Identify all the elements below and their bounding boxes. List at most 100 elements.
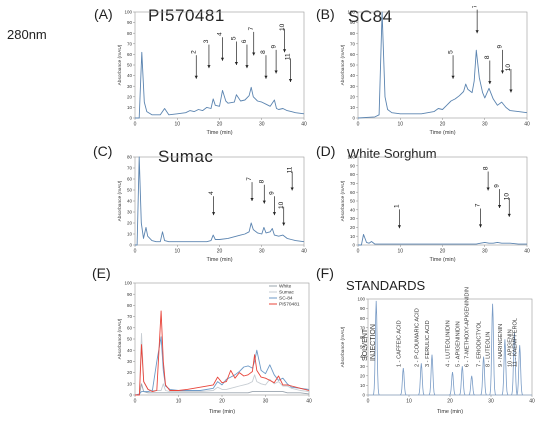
peak-number-10: 10 [505,64,512,72]
x-tick-label: 10 [174,122,180,128]
y-tick-label: 30 [127,359,133,364]
y-tick-label: 50 [350,63,356,68]
peak-arrowhead-10 [507,213,511,217]
peak-number-7: 7 [248,27,255,31]
panel-f-caption: (F) [316,265,334,281]
peak-arrowhead-1 [397,225,402,229]
peak-number-1: 1 [394,204,401,208]
y-tick-label: 10 [360,383,366,388]
x-tick-label: 10 [397,249,403,255]
peak-number-8: 8 [484,55,491,59]
panel-f-title: STANDARDS [346,278,426,293]
x-tick-label: 40 [524,249,530,255]
y-tick-label: 100 [124,281,132,286]
series-line-2 [134,336,310,396]
y-tick-label: 80 [350,172,356,177]
y-tick-label: 70 [127,41,133,46]
y-tick-label: 40 [127,199,133,204]
peak-label-9: 9 - NARINGENIN [498,324,504,367]
y-tick-label: 70 [350,41,356,46]
panel-d-caption: (D) [316,143,336,159]
x-axis-label: Time (min) [206,257,232,263]
y-axis-label: Absorbance (mAU) [340,180,346,221]
y-tick-label: 80 [127,31,133,36]
y-tick-label: 10 [350,105,356,110]
peak-label-6: 6 - 7-METHOXY-APIGENINIDIN [465,287,471,367]
x-tick-label: 30 [259,122,265,128]
y-tick-label: 60 [350,190,356,195]
y-tick-label: 60 [350,52,356,57]
y-tick-label: 60 [127,177,133,182]
x-axis-label: Time (min) [429,130,455,136]
x-tick-label: 20 [217,122,223,128]
y-tick-label: 100 [347,155,355,160]
peak-11 [516,345,524,396]
y-tick-label: 70 [360,325,366,330]
panel-c-title: Sumac [158,147,214,166]
y-tick-label: 20 [127,94,133,99]
x-tick-label: 20 [440,122,446,128]
peak-label-3: 3 - FERULIC ACID [425,320,431,367]
peak-number-8: 8 [482,166,489,170]
peak-number-8: 8 [260,50,267,54]
plot-area: 0 10 20 30 40 50 60 70 80 90 100 0 10 20 30 40 Time (min… [340,6,530,136]
peak-arrowhead-3 [207,65,211,69]
peak-arrowhead-9 [497,205,502,209]
plot-area: 0 10 20 30 40 50 60 70 80 90 100 0 10 20 30 40 Time (min… [340,287,535,415]
chart-panel-d: 0 10 20 30 40 50 60 70 80 90 100 0 10 20 30 40 Time (min… [340,155,530,263]
y-tick-label: 40 [360,354,366,359]
x-tick-label: 30 [482,122,488,128]
x-axis-label: Time (min) [429,257,455,263]
peak-7 [480,356,487,396]
x-axis-label: Time (min) [206,130,232,136]
y-tick-label: 70 [127,166,133,171]
y-tick-label: 50 [127,188,133,193]
legend-entry-2: SC-84 [279,296,293,302]
peak-1 [399,368,407,396]
peak-number-7: 7 [246,177,253,181]
peak-5 [459,366,466,396]
peak-label-7: 7 - ERIODICTYOL [477,321,483,367]
y-tick-label: 80 [127,155,133,160]
peak-number-4: 4 [217,32,224,36]
peak-label-10: 10 - APIGENIN [507,329,513,367]
y-tick-label: 90 [360,306,366,311]
y-tick-label: 50 [350,199,356,204]
peak-label-11: 11 - KAEMPFEROL [513,318,519,367]
panel-c-caption: (C) [93,143,113,159]
y-tick-label: 40 [350,73,356,78]
legend-entry-0: White [279,284,292,290]
peak-arrowhead-11 [288,78,293,82]
peak-number-10: 10 [278,201,285,209]
peak-number-9: 9 [494,184,501,188]
x-tick-label: 10 [397,122,403,128]
x-tick-label: 20 [217,249,223,255]
chart-panel-c: 0 10 20 30 40 50 60 70 80 0 10 20 30 40 Time (min) Abso… [117,155,307,263]
y-tick-label: 50 [127,63,133,68]
y-tick-label: 80 [360,316,366,321]
peak-number-9: 9 [270,45,277,49]
series-line-0 [135,383,310,396]
peak-9 [501,339,509,396]
y-tick-label: 40 [350,207,356,212]
x-tick-label: 20 [440,249,446,255]
y-tick-label: 30 [350,216,356,221]
x-tick-label: 0 [357,122,360,128]
chart-panel-f: 0 10 20 30 40 50 60 70 80 90 100 0 10 20 30 40 Time (min… [340,287,535,415]
y-tick-label: 10 [350,234,356,239]
y-tick-label: 100 [347,10,355,15]
y-tick-label: 20 [127,370,133,375]
y-tick-label: 50 [360,345,366,350]
peak-arrowhead-10 [509,89,513,93]
x-tick-label: 0 [134,399,137,405]
plot-frame [357,156,528,246]
peak-arrowhead-10 [282,222,286,226]
peak-3 [428,354,436,396]
peak-number-5: 5 [447,50,454,54]
series-line-0 [358,233,527,246]
y-axis-label: Absorbance (mAU) [117,44,123,85]
y-tick-label: 10 [127,381,133,386]
y-tick-label: 0 [352,243,355,248]
y-axis-label: Absorbance (mAU) [117,180,123,221]
peak-arrowhead-7 [475,30,479,34]
